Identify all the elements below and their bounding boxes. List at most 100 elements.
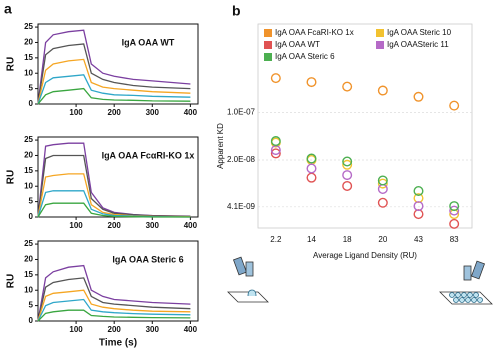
x-axis-label: Time (s) — [99, 338, 137, 349]
x-tick-label: 200 — [108, 325, 122, 334]
y-tick-label: 2.0E-08 — [227, 155, 256, 164]
sensorgram-line — [37, 74, 191, 105]
data-point — [449, 205, 460, 216]
x-tick-label: 14 — [307, 235, 316, 244]
data-point — [413, 209, 424, 220]
data-point — [377, 197, 388, 208]
y-tick-label: 20 — [24, 255, 33, 264]
legend-label: IgA OAA FcaRI-KO 1x — [275, 28, 354, 37]
x-tick-label: 18 — [343, 235, 352, 244]
icon-high-density — [439, 260, 493, 305]
x-axis-label: Average Ligand Density (RU) — [313, 251, 417, 260]
legend-label: IgA OAA Steric 10 — [387, 28, 452, 37]
x-tick-label: 83 — [450, 235, 459, 244]
data-point — [270, 73, 281, 84]
data-point — [449, 100, 460, 111]
panel-label: a — [4, 1, 12, 17]
sensorgram-line — [37, 277, 191, 322]
sensorgram-line — [37, 264, 191, 322]
sensorgram-line — [37, 202, 191, 218]
sensorgram-line — [37, 309, 191, 322]
legend-label: IgA OAA Steric 6 — [275, 52, 335, 61]
legend-swatch — [264, 29, 272, 37]
y-tick-label: 0 — [29, 99, 34, 108]
y-tick-label: 5 — [29, 197, 34, 206]
legend-swatch — [376, 41, 384, 49]
panel-title: IgA OAA FcαRI-KO 1x — [102, 150, 195, 160]
y-tick-label: 0 — [29, 212, 34, 221]
y-tick-label: 15 — [24, 53, 33, 62]
sensorgram-line — [37, 87, 191, 105]
x-tick-label: 400 — [184, 325, 198, 334]
panel-title: IgA OAA Steric 6 — [112, 254, 183, 264]
y-tick-label: 5 — [29, 301, 34, 310]
y-tick-label: 10 — [24, 68, 33, 77]
y-tick-label: 15 — [24, 166, 33, 175]
y-tick-label: 4.1E-09 — [227, 202, 256, 211]
data-point — [342, 159, 353, 170]
sensorgram-line — [37, 29, 191, 105]
x-tick-label: 200 — [108, 221, 122, 230]
x-tick-label: 43 — [414, 235, 423, 244]
y-tick-label: 10 — [24, 181, 33, 190]
sensorgram-line — [37, 289, 191, 322]
plot-frame — [37, 240, 199, 322]
sensorgram-line — [37, 173, 191, 218]
data-point — [342, 81, 353, 92]
data-point — [449, 218, 460, 229]
y-axis-label: Apparent KD — [216, 123, 225, 169]
x-tick-label: 200 — [108, 108, 122, 117]
y-tick-label: 15 — [24, 270, 33, 279]
data-point — [377, 175, 388, 186]
data-point — [342, 156, 353, 167]
plot-frame — [37, 23, 199, 105]
data-point — [377, 178, 388, 189]
x-tick-label: 2.2 — [270, 235, 282, 244]
sensorgram-line — [37, 298, 191, 322]
data-point — [377, 183, 388, 194]
data-point — [342, 180, 353, 191]
y-tick-label: 5 — [29, 84, 34, 93]
y-tick-label: 25 — [24, 135, 33, 144]
legend-label: IgA OAASteric 11 — [387, 40, 449, 49]
data-point — [413, 186, 424, 197]
data-point — [270, 148, 281, 159]
y-tick-label: 25 — [24, 22, 33, 31]
x-tick-label: 300 — [146, 108, 160, 117]
y-axis-label: RU — [6, 274, 17, 288]
sensorgram-line — [37, 58, 191, 105]
y-tick-label: 0 — [29, 316, 34, 325]
data-point — [449, 201, 460, 212]
x-tick-label: 400 — [184, 108, 198, 117]
y-tick-label: 20 — [24, 38, 33, 47]
y-tick-label: 10 — [24, 285, 33, 294]
legend-swatch — [264, 41, 272, 49]
plot-frame — [37, 136, 199, 218]
data-point — [413, 91, 424, 102]
x-tick-label: 100 — [69, 221, 83, 230]
sensorgram-line — [37, 43, 191, 105]
panel-title: IgA OAA WT — [122, 37, 175, 47]
panel-label: b — [232, 3, 241, 19]
x-tick-label: 20 — [378, 235, 387, 244]
y-axis-label: RU — [6, 57, 17, 71]
y-axis-label: RU — [6, 170, 17, 184]
x-tick-label: 300 — [146, 221, 160, 230]
data-point — [270, 136, 281, 147]
y-tick-label: 1.0E-07 — [227, 108, 256, 117]
y-tick-label: 20 — [24, 151, 33, 160]
legend-swatch — [376, 29, 384, 37]
x-tick-label: 400 — [184, 221, 198, 230]
icon-low-density — [227, 256, 269, 303]
data-point — [306, 77, 317, 88]
plot-frame — [257, 23, 473, 229]
sensorgram-line — [37, 154, 191, 218]
data-point — [306, 163, 317, 174]
legend-label: IgA OAA WT — [275, 40, 320, 49]
data-point — [342, 170, 353, 181]
data-point — [377, 85, 388, 96]
data-point — [413, 201, 424, 212]
x-tick-label: 100 — [69, 108, 83, 117]
